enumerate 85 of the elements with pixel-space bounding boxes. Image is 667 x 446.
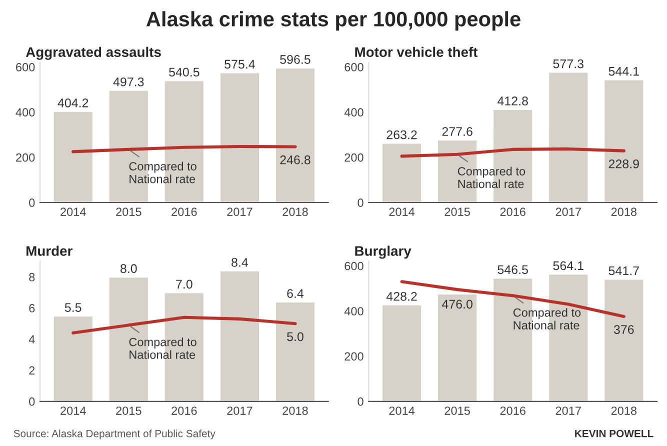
data-label: 540.5 [169,68,200,77]
x-tick-label: 2018 [611,208,637,216]
bar [219,270,260,402]
bar [52,315,94,402]
y-tick-label: 400 [16,108,35,117]
x-tick-label: 2017 [227,208,252,216]
text: Alaska crime stats per 100,000 people [146,11,520,31]
x-tick-label: 2016 [500,406,526,415]
y-tick-label: 0 [29,198,35,207]
annotation: Compared to National rate [129,338,196,359]
y-tick-label: 600 [16,62,35,72]
data-label: 7.0 [176,280,192,289]
y-tick-label: 400 [344,307,364,316]
bar [548,71,590,203]
y-tick-label: 2 [29,366,35,375]
bar [219,72,260,203]
y-tick-label: 600 [344,262,364,270]
y-tick-label: 200 [344,153,364,162]
x-tick-label: 2014 [389,406,415,415]
annotation: Compared to National rate [513,308,581,330]
bar [52,110,94,203]
bar [274,301,316,402]
x-tick-label: 2014 [389,208,415,216]
y-tick-label: 600 [344,62,364,72]
data-label: 5.5 [64,303,82,312]
data-label: 412.8 [497,96,528,106]
data-label: 564.1 [553,261,584,270]
x-tick-label: 2014 [60,208,86,216]
line-series [400,147,626,158]
y-tick-label: 0 [29,397,35,406]
data-label: 544.1 [608,67,639,76]
y-tick-label: 8 [29,272,35,282]
data-label: 404.2 [58,98,88,108]
y-tick-label: 4 [28,335,35,344]
annotation: Compared to National rate [129,162,196,184]
bar [274,67,316,203]
y-tick-label: 0 [358,198,364,207]
x-tick-label: 2016 [500,208,526,216]
x-tick-label: 2018 [282,208,308,216]
text: KEVIN POWELL [575,430,654,438]
y-tick-label: 0 [358,397,364,406]
x-tick-label: 2015 [444,208,470,216]
data-label: 263.2 [386,130,417,140]
x-tick-label: 2016 [172,208,197,216]
data-label: 8.0 [120,264,137,274]
data-label: 546.5 [498,265,528,274]
data-label: 5.0 [287,332,304,342]
y-tick-label: 200 [344,352,364,361]
annotation: Compared to National rate [458,166,526,188]
data-label: 8.4 [232,258,248,267]
x-tick-label: 2014 [60,406,86,415]
data-label: 596.5 [280,55,310,64]
data-label: 577.3 [553,59,584,68]
x-tick-label: 2016 [172,406,197,415]
chart-title: Motor vehicle theft [355,46,478,58]
data-label: 6.4 [287,289,304,298]
data-label: 575.4 [224,60,255,69]
data-label: 246.8 [280,155,310,164]
source-note: Source: Alaska Department of Public Safety [14,430,216,440]
bar [381,142,422,203]
data-label: 541.7 [608,266,639,276]
data-label: 277.6 [442,127,472,136]
x-tick-label: 2017 [227,406,252,415]
bar [603,278,645,402]
chart-title: Aggravated assaults [26,46,161,60]
data-label: 476.0 [442,300,472,309]
x-tick-label: 2015 [116,406,142,415]
data-label: 497.3 [113,77,144,86]
y-tick-label: 200 [16,153,35,162]
x-tick-label: 2018 [282,406,308,415]
chart-title: Burglary [355,246,412,259]
chart-title: Murder [26,246,72,256]
x-tick-label: 2017 [556,406,581,415]
data-label: 228.9 [608,159,639,168]
data-label: 376 [614,325,634,334]
bar [603,78,645,203]
x-tick-label: 2015 [116,208,142,216]
data-label: 428.2 [386,292,417,301]
x-tick-label: 2017 [556,208,581,216]
x-tick-label: 2018 [611,406,637,415]
y-tick-label: 6 [29,304,35,312]
bar [436,293,478,402]
bar [381,304,422,402]
y-tick-label: 400 [344,108,364,117]
x-tick-label: 2015 [444,406,470,415]
